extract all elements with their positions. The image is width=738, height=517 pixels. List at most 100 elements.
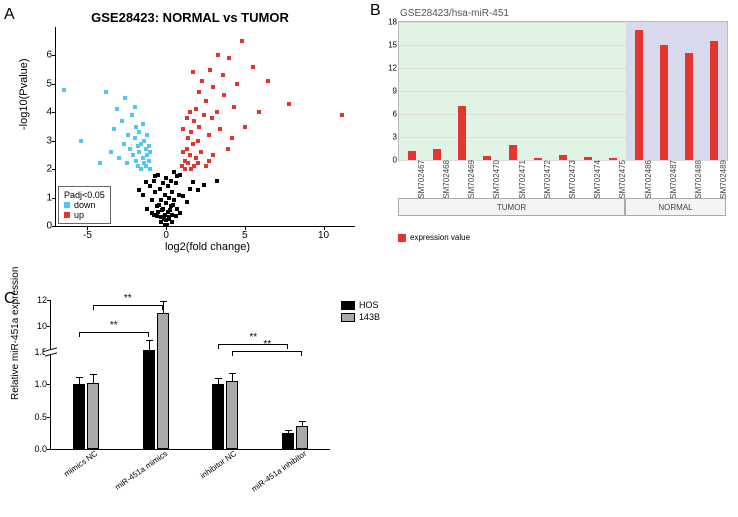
volcano-point — [202, 183, 206, 187]
volcano-point — [197, 90, 201, 94]
volcano-legend-title: Padj<0.05 — [64, 190, 105, 200]
volcano-point — [218, 127, 222, 131]
volcano-point — [266, 79, 270, 83]
volcano-point — [148, 167, 152, 171]
volcano-point — [181, 150, 185, 154]
volcano-point — [215, 179, 219, 183]
volcano-point — [139, 167, 143, 171]
volcano-point — [191, 142, 195, 146]
significance-label: ** — [249, 332, 257, 343]
volcano-point — [200, 79, 204, 83]
volcano-legend-down: down — [64, 200, 105, 210]
expression-title: GSE28423/hsa-miR-451 — [400, 8, 730, 19]
expr-ytick: 15 — [388, 41, 399, 50]
volcano-point — [120, 119, 124, 123]
volcano-point — [340, 113, 344, 117]
significance-bracket — [79, 332, 149, 333]
volcano-xtick: 0 — [163, 226, 169, 241]
relexp-bar — [143, 350, 155, 449]
group-label-tumor: TUMOR — [398, 198, 625, 216]
volcano-point — [185, 200, 189, 204]
volcano-point — [222, 93, 226, 97]
volcano-ytick: 6 — [46, 50, 56, 61]
volcano-point — [188, 153, 192, 157]
volcano-point — [153, 174, 157, 178]
volcano-point — [158, 187, 162, 191]
volcano-point — [211, 153, 215, 157]
relexp-bar — [282, 433, 294, 449]
expression-plot-area: 0369121518GSM702467GSM702468GSM702469GSM… — [398, 21, 728, 161]
volcano-point — [235, 82, 239, 86]
volcano-point — [230, 136, 234, 140]
volcano-point — [183, 159, 187, 163]
expr-bar — [509, 145, 517, 160]
volcano-point — [189, 167, 193, 171]
volcano-point — [188, 110, 192, 114]
volcano-point — [115, 107, 119, 111]
expr-ytick: 3 — [393, 133, 399, 142]
legend-label-down: down — [74, 200, 96, 210]
volcano-legend-up: up — [64, 210, 105, 220]
significance-bracket — [218, 344, 288, 345]
volcano-point — [186, 136, 190, 140]
volcano-xtick: -5 — [83, 226, 92, 241]
expr-ytick: 9 — [393, 87, 399, 96]
volcano-point — [226, 147, 230, 151]
legend-dot-down — [64, 202, 70, 208]
volcano-xtick: 5 — [242, 226, 248, 241]
expr-bar — [408, 151, 416, 160]
volcano-ylabel: -log10(Pvalue) — [18, 58, 30, 130]
relexp-legend-143b: 143B — [341, 312, 380, 322]
volcano-point — [208, 68, 212, 72]
volcano-point — [164, 176, 168, 180]
volcano-point — [150, 198, 154, 202]
relexp-ytick: 0.0 — [34, 444, 51, 454]
volcano-point — [202, 113, 206, 117]
volcano-point — [144, 164, 148, 168]
expression-legend-label: expression value — [410, 233, 470, 242]
relexp-bar — [73, 384, 85, 449]
volcano-point — [174, 214, 178, 218]
volcano-point — [192, 119, 196, 123]
volcano-point — [137, 130, 141, 134]
volcano-point — [167, 217, 171, 221]
volcano-point — [181, 194, 185, 198]
volcano-point — [191, 180, 195, 184]
significance-bracket — [93, 305, 163, 306]
volcano-point — [141, 193, 145, 197]
volcano-point — [163, 223, 167, 227]
volcano-point — [194, 156, 198, 160]
volcano-point — [133, 136, 137, 140]
expression-legend-swatch — [398, 234, 406, 242]
expr-ytick: 12 — [388, 64, 399, 73]
volcano-point — [79, 139, 83, 143]
volcano-point — [191, 70, 195, 74]
volcano-point — [251, 65, 255, 69]
relexp-ytick: 10 — [37, 321, 51, 331]
volcano-point — [62, 88, 66, 92]
volcano-point — [147, 144, 151, 148]
volcano-xtick: 10 — [318, 226, 329, 241]
volcano-point — [141, 122, 145, 126]
legend-label-up: up — [74, 210, 84, 220]
volcano-point — [287, 102, 291, 106]
relexp-bar — [87, 383, 99, 449]
volcano-point — [137, 188, 141, 192]
volcano-point — [199, 150, 203, 154]
volcano-point — [155, 214, 159, 218]
volcano-point — [168, 208, 172, 212]
volcano-point — [125, 161, 129, 165]
significance-label: ** — [110, 320, 118, 331]
relexp-bar — [226, 381, 238, 449]
volcano-point — [196, 188, 200, 192]
volcano-point — [147, 159, 151, 163]
expr-ytick: 0 — [393, 156, 399, 165]
volcano-point — [109, 150, 113, 154]
volcano-point — [211, 85, 215, 89]
volcano-xlabel: log2(fold change) — [55, 241, 360, 253]
volcano-point — [142, 139, 146, 143]
volcano-point — [243, 125, 247, 129]
volcano-point — [194, 107, 198, 111]
volcano-point — [215, 110, 219, 114]
volcano-point — [180, 164, 184, 168]
